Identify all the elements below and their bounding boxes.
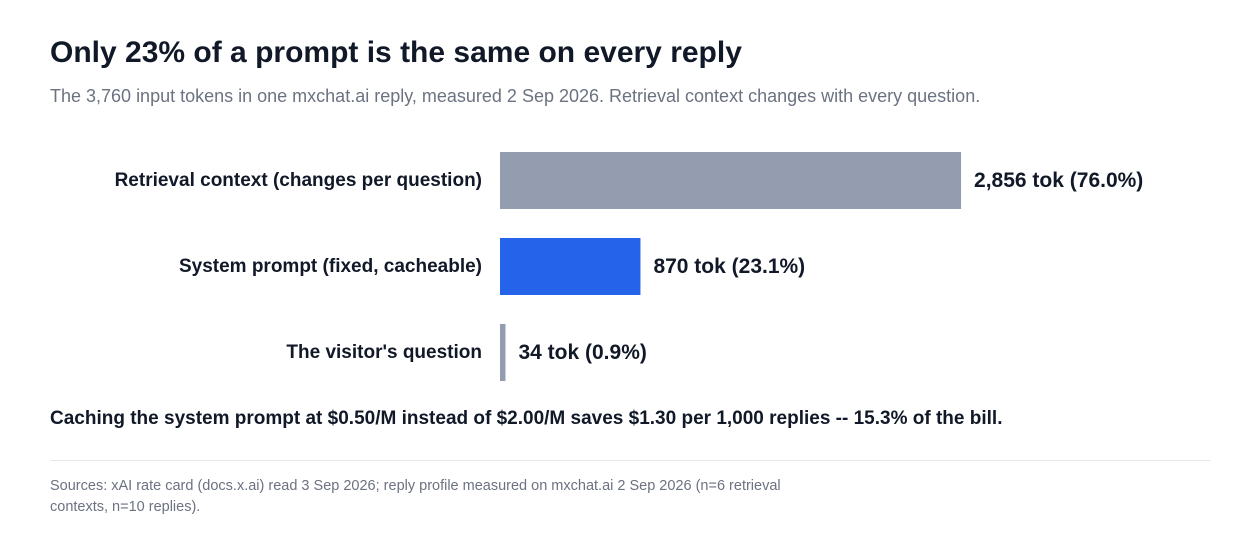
value-label: 34 tok (0.9%)	[518, 341, 646, 364]
chart-subtitle: The 3,760 input tokens in one mxchat.ai …	[50, 86, 981, 106]
bar-chart-svg: Retrieval context (changes per question)…	[115, 152, 1143, 381]
category-label: The visitor's question	[286, 342, 482, 363]
takeaway-note: Caching the system prompt at $0.50/M ins…	[50, 408, 1003, 429]
category-label: Retrieval context (changes per question)	[115, 170, 482, 191]
value-label: 870 tok (23.1%)	[653, 255, 805, 278]
divider	[50, 460, 1210, 461]
bar	[500, 152, 962, 209]
chart-title: Only 23% of a prompt is the same on ever…	[50, 36, 742, 69]
value-label: 2,856 tok (76.0%)	[974, 169, 1143, 192]
category-label: System prompt (fixed, cacheable)	[179, 256, 482, 277]
source-note: Sources: xAI rate card (docs.x.ai) read …	[50, 478, 781, 515]
bar-chart: Retrieval context (changes per question)…	[0, 150, 1260, 390]
bar	[500, 324, 506, 381]
bar	[500, 238, 641, 295]
